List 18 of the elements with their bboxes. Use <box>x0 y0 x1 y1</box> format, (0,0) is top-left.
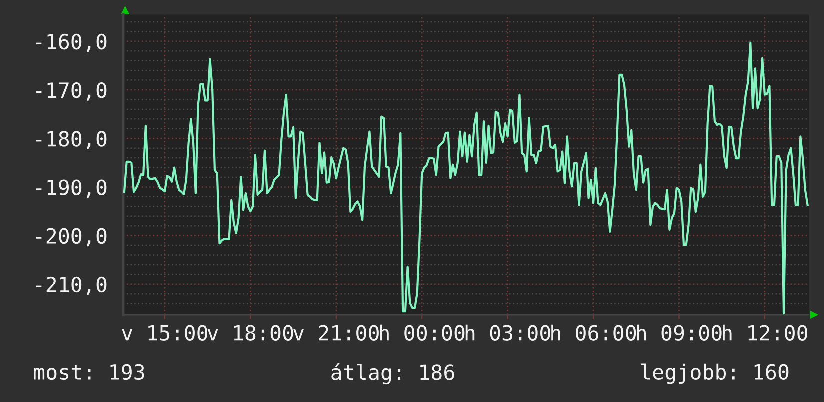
text: átlag: 186 <box>332 363 454 385</box>
x-tick-label: v 18:00 <box>208 325 294 341</box>
y-tick-label: -200,0 <box>36 228 107 247</box>
y-tick-label: -170,0 <box>36 82 107 101</box>
text: most: 193 <box>34 364 144 380</box>
line-series <box>123 42 809 315</box>
y-tick-label: -190,0 <box>36 180 107 198</box>
x-tick-label: v 15:00 <box>122 325 208 341</box>
x-tick-label: h 09:00 <box>637 324 722 341</box>
y-tick-label: -180,0 <box>36 131 107 150</box>
x-tick-label: h 06:00 <box>552 324 636 341</box>
y-tick-label: -210,0 <box>36 276 107 296</box>
x-tick-label: h 00:00 <box>380 324 465 341</box>
text: legjobb: 160 <box>641 364 789 384</box>
y-tick-label: -160,0 <box>36 34 107 52</box>
x-tick-label: h 12:00 <box>723 324 808 341</box>
x-tick-label: v 21:00 <box>294 325 379 341</box>
x-tick-label: h 03:00 <box>466 324 550 341</box>
